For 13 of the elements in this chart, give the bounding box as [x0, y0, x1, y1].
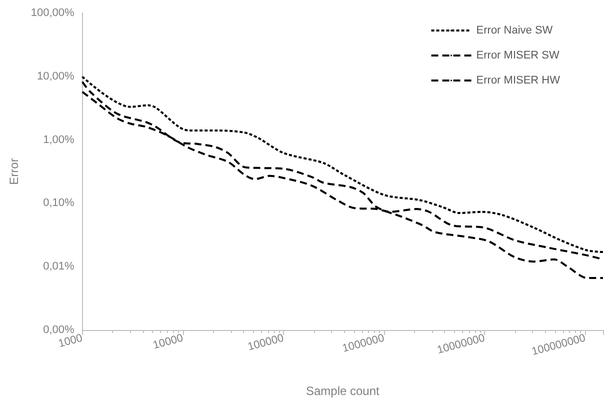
y-tick-label: 10,00% [37, 70, 75, 82]
x-axis-title: Sample count [306, 384, 380, 398]
y-axis-title: Error [7, 158, 21, 185]
legend-label: Error Naive SW [476, 24, 554, 36]
x-tick-label: 1000000 [341, 332, 386, 355]
y-tick-label: 0,10% [43, 197, 75, 210]
y-tick-label: 100,00% [30, 7, 75, 19]
legend-label: Error MISER SW [476, 50, 560, 62]
x-tick-label: 10000 [152, 332, 184, 352]
y-tick-label: 0,01% [43, 260, 75, 273]
y-tick-label: 1,00% [43, 134, 75, 146]
x-tick-label: 100000 [246, 332, 286, 354]
legend-label: Error MISER HW [476, 74, 561, 86]
